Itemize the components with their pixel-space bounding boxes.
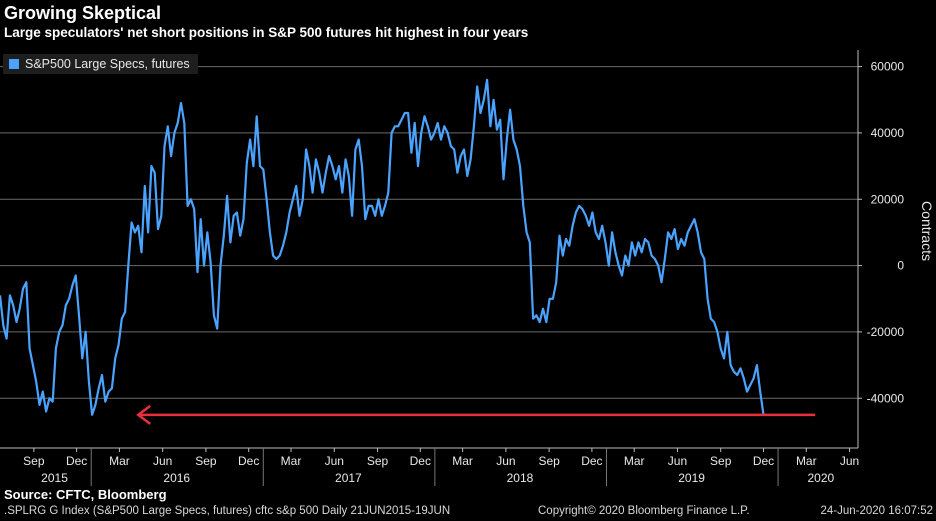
x-tick-label: Jun bbox=[668, 454, 687, 468]
chart-subtitle: Large speculators' net short positions i… bbox=[4, 25, 529, 40]
x-tick-label: Sep bbox=[195, 454, 217, 468]
x-year-label: 2015 bbox=[41, 471, 68, 485]
x-tick-label: Mar bbox=[281, 454, 302, 468]
x-tick-label: Mar bbox=[796, 454, 817, 468]
x-tick-label: Jun bbox=[496, 454, 515, 468]
legend: S&P500 Large Specs, futures bbox=[3, 54, 198, 74]
x-tick-label: Dec bbox=[66, 454, 87, 468]
grid bbox=[0, 66, 858, 399]
x-tick-label: Dec bbox=[238, 454, 259, 468]
x-tick-label: Mar bbox=[452, 454, 473, 468]
x-year-label: 2018 bbox=[507, 471, 534, 485]
copyright: Copyright© 2020 Bloomberg Finance L.P. bbox=[538, 505, 750, 517]
y-tick-label: 0 bbox=[897, 259, 904, 273]
annotation-arrow-head bbox=[136, 404, 151, 425]
x-tick-label: Sep bbox=[710, 454, 732, 468]
x-year-label: 2019 bbox=[678, 471, 705, 485]
y-tick-label: 60000 bbox=[871, 60, 905, 74]
x-tick-label: Sep bbox=[367, 454, 389, 468]
legend-label: S&P500 Large Specs, futures bbox=[25, 57, 190, 71]
y-tick-label: -20000 bbox=[867, 325, 905, 339]
chart-title: Growing Skeptical bbox=[4, 3, 162, 23]
x-tick-label: Jun bbox=[325, 454, 344, 468]
y-axis: 60000 40000 20000 0 -20000 -40000 Contracts bbox=[857, 50, 935, 448]
x-tick-label: Jun bbox=[840, 454, 859, 468]
x-tick-label: Jun bbox=[153, 454, 172, 468]
ticker-info: .SPLRG G Index (S&P500 Large Specs, futu… bbox=[4, 505, 451, 517]
x-tick-label: Dec bbox=[581, 454, 602, 468]
x-tick-label: Dec bbox=[410, 454, 431, 468]
timestamp: 24-Jun-2020 16:07:52 bbox=[820, 505, 933, 517]
x-year-label: 2016 bbox=[163, 471, 190, 485]
y-tick-label: 20000 bbox=[871, 192, 905, 206]
x-tick-label: Sep bbox=[23, 454, 45, 468]
legend-swatch bbox=[9, 59, 19, 69]
x-year-label: 2020 bbox=[808, 471, 835, 485]
y-axis-label: Contracts bbox=[919, 201, 935, 261]
x-year-label: 2017 bbox=[335, 471, 362, 485]
x-tick-label: Sep bbox=[538, 454, 560, 468]
source-note: Source: CFTC, Bloomberg bbox=[4, 487, 167, 502]
x-tick-label: Mar bbox=[624, 454, 645, 468]
series-line bbox=[0, 78, 765, 416]
y-tick-label: -40000 bbox=[867, 391, 905, 405]
series-layer bbox=[0, 78, 765, 416]
x-axis: Jun Sep Dec Mar Jun Sep Dec Mar Jun Sep Dec Mar Jun S… bbox=[0, 447, 859, 486]
y-tick-label: 40000 bbox=[871, 126, 905, 140]
x-tick-label: Mar bbox=[109, 454, 130, 468]
x-tick-label: Dec bbox=[753, 454, 774, 468]
annotation-layer bbox=[136, 404, 816, 425]
